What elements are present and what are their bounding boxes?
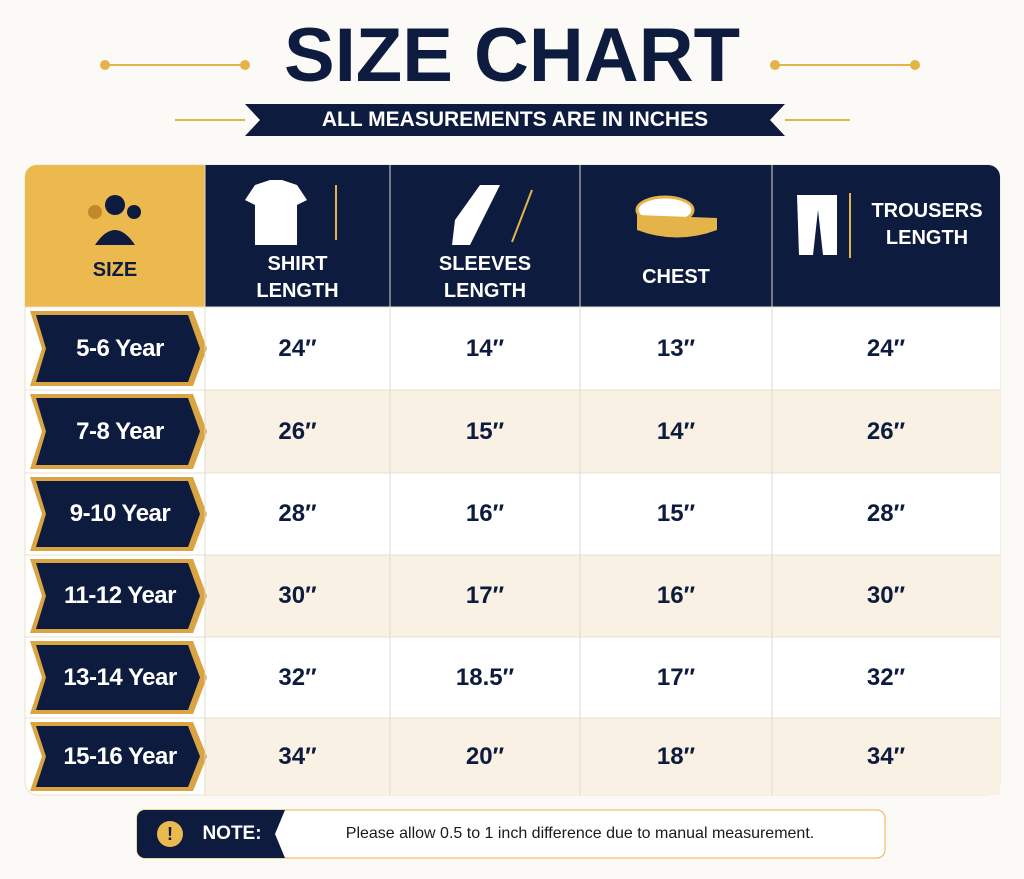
column-header: CHEST	[642, 266, 710, 288]
size-label: 5-6 Year	[76, 334, 164, 362]
note-icon	[157, 821, 183, 847]
row-bg	[205, 637, 1000, 718]
cell-value: 14″	[465, 334, 505, 362]
cell-value: 16″	[656, 582, 696, 609]
subtitle: ALL MEASUREMENTS ARE IN INCHES	[321, 108, 709, 131]
size-label: 13-14 Year	[63, 663, 177, 691]
column-header: SHIRT LENGTH	[256, 252, 339, 302]
cell-value: 34″	[278, 742, 317, 770]
cell-value: 30″	[278, 582, 317, 609]
size-label: 9-10 Year	[69, 500, 171, 527]
cell-value: 17″	[465, 582, 505, 609]
size-tag	[36, 398, 200, 465]
cell-value: 17″	[656, 663, 696, 691]
row-bg	[205, 390, 1000, 473]
cell-value: 15″	[465, 417, 505, 445]
cell-value: 34″	[866, 742, 906, 770]
size-tag	[36, 481, 200, 547]
cell-value: 18.5″	[455, 663, 515, 691]
column-header: SIZE	[92, 258, 138, 281]
subtitle-banner	[245, 104, 785, 136]
cell-value: 18″	[656, 742, 696, 770]
cell-value: 13″	[656, 334, 696, 362]
column-header: SLEEVES LENGTH	[438, 252, 532, 302]
size-tag	[36, 315, 200, 382]
cell-value: 28″	[866, 500, 906, 527]
cell-value: 30″	[866, 582, 906, 609]
size-tag	[36, 645, 200, 710]
cell-value: 24″	[866, 334, 906, 362]
cell-value: 24″	[278, 334, 317, 362]
cell-value: 20″	[465, 742, 505, 770]
size-label: 11-12 Year	[63, 582, 177, 609]
title-decoration	[100, 60, 920, 121]
cell-value: 28″	[278, 500, 317, 527]
size-label: 7-8 Year	[76, 417, 164, 445]
row-bg	[205, 718, 1000, 795]
note-icon-mark: !	[167, 824, 173, 844]
cell-value: 26″	[278, 417, 317, 445]
cell-value: 32″	[866, 663, 906, 691]
note-label: NOTE:	[202, 823, 262, 844]
cell-value: 32″	[278, 663, 317, 691]
size-tag	[36, 726, 200, 787]
cell-value: 16″	[465, 500, 505, 527]
row-bg	[205, 473, 1000, 555]
cell-value: 26″	[866, 417, 906, 445]
row-bg	[205, 555, 1000, 637]
title: SIZE CHART	[284, 12, 740, 98]
header-icons	[88, 180, 851, 258]
cell-value: 14″	[656, 417, 696, 445]
size-label: 15-16 Year	[63, 742, 177, 770]
row-bg	[205, 307, 1000, 390]
note-text: Please allow 0.5 to 1 inch difference du…	[345, 825, 815, 842]
size-tag	[36, 563, 200, 629]
cell-value: 15″	[656, 500, 696, 527]
column-header: TROUSERS LENGTH	[871, 200, 983, 249]
